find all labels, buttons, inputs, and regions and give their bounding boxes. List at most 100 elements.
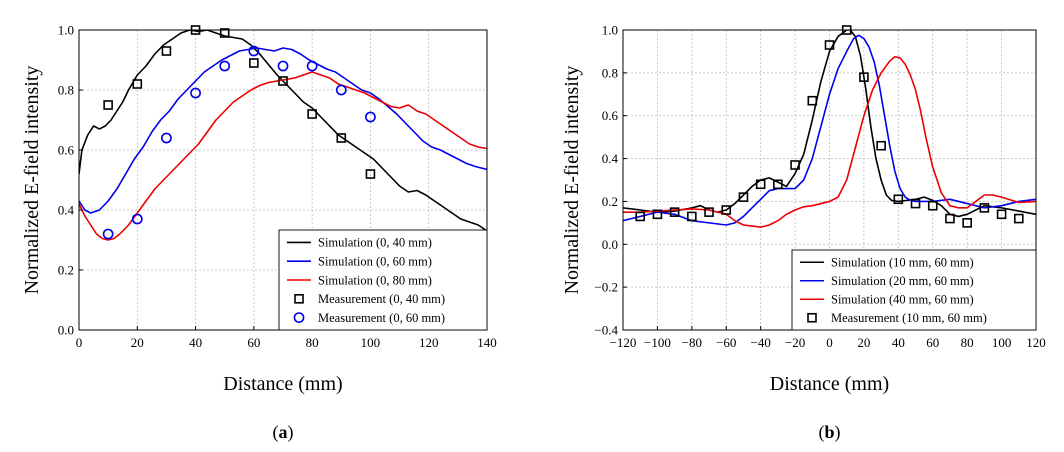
data-point-circle bbox=[277, 60, 289, 72]
x-axis-label: Distance (mm) bbox=[770, 373, 889, 395]
y-tick-label: 1.0 bbox=[602, 23, 618, 38]
legend-entry-label: Simulation (40 mm, 60 mm) bbox=[831, 293, 974, 307]
data-point-square bbox=[945, 213, 955, 224]
data-point-square bbox=[876, 140, 886, 151]
data-point-square bbox=[336, 133, 347, 143]
data-point-square bbox=[103, 100, 113, 110]
y-tick-label: 1.0 bbox=[58, 23, 74, 38]
legend-entry-label: Simulation (0, 80 mm) bbox=[318, 273, 432, 287]
x-tick-label: 120 bbox=[1026, 335, 1046, 350]
x-tick-label: 40 bbox=[189, 335, 202, 350]
panel-caption: (b) bbox=[818, 422, 840, 443]
x-tick-label: 0 bbox=[76, 335, 83, 350]
data-point-square bbox=[790, 160, 800, 170]
legend-entry-label: Simulation (20 mm, 60 mm) bbox=[831, 274, 974, 288]
legend-entry-label: Simulation (0, 60 mm) bbox=[318, 255, 432, 269]
data-point-square bbox=[807, 95, 818, 106]
y-tick-label: 0.8 bbox=[58, 83, 74, 98]
legend-box bbox=[791, 249, 1037, 331]
x-axis-label: Distance (mm) bbox=[223, 373, 342, 395]
data-point-square bbox=[738, 192, 749, 202]
data-point-square bbox=[669, 207, 680, 217]
series-line-2 bbox=[79, 71, 487, 241]
legend-entry-label: Simulation (0, 40 mm) bbox=[318, 236, 432, 250]
x-tick-label: 20 bbox=[131, 335, 144, 350]
y-axis-label: Normalized E-field intensity bbox=[21, 66, 43, 295]
y-tick-label: 0.4 bbox=[602, 151, 619, 166]
data-point-square bbox=[652, 209, 663, 220]
data-point-circle bbox=[335, 84, 347, 96]
y-tick-label: 0.0 bbox=[58, 323, 74, 338]
caption-close-paren: ) bbox=[835, 422, 841, 443]
legend-swatch-square bbox=[294, 293, 304, 304]
x-tick-label: −80 bbox=[682, 335, 702, 350]
y-tick-label: −0.4 bbox=[594, 323, 618, 338]
legend-swatch-square bbox=[807, 312, 817, 323]
data-point-square bbox=[307, 109, 317, 119]
x-tick-label: 20 bbox=[857, 335, 870, 350]
series-line-1 bbox=[623, 34, 1036, 226]
data-point-square bbox=[824, 40, 835, 50]
caption-open-paren: ( bbox=[818, 422, 824, 443]
x-tick-label: 60 bbox=[926, 335, 939, 350]
series-line-2 bbox=[623, 55, 1036, 228]
x-tick-label: −20 bbox=[785, 335, 805, 350]
data-point-square bbox=[161, 46, 172, 56]
y-tick-label: 0.2 bbox=[58, 263, 74, 278]
x-tick-label: 120 bbox=[419, 335, 439, 350]
chart-panel-b: −120 −100 −80 −60 −40 −20 0 20 40 60 80 100 120 −0.4 −… bbox=[561, 23, 1046, 444]
series-line-1 bbox=[79, 47, 487, 214]
data-point-circle bbox=[248, 45, 260, 57]
x-tick-label: −120 bbox=[610, 335, 637, 350]
data-point-circle bbox=[102, 228, 114, 240]
data-point-square bbox=[721, 205, 732, 215]
data-point-square bbox=[132, 79, 143, 89]
caption-letter: a bbox=[279, 422, 288, 442]
data-point-square bbox=[365, 169, 376, 179]
y-tick-label: 0.6 bbox=[58, 143, 75, 158]
data-point-square bbox=[893, 194, 904, 205]
caption-letter: b bbox=[824, 422, 834, 442]
x-tick-label: −60 bbox=[716, 335, 736, 350]
caption-open-paren: ( bbox=[273, 422, 279, 443]
data-point-square bbox=[927, 200, 938, 211]
legend-box bbox=[278, 229, 488, 331]
caption-close-paren: ) bbox=[288, 422, 294, 443]
x-tick-label: 0 bbox=[826, 335, 833, 350]
data-point-circle bbox=[161, 132, 172, 144]
data-point-square bbox=[219, 28, 230, 38]
x-tick-label: 140 bbox=[477, 335, 497, 350]
legend-entry-label: Measurement (0, 60 mm) bbox=[318, 311, 445, 325]
legend: Simulation (10 mm, 60 mm) Simulation (20 … bbox=[791, 249, 1037, 331]
legend: Simulation (0, 40 mm) Simulation (0, 60 m… bbox=[278, 229, 488, 331]
data-point-square bbox=[910, 198, 921, 209]
series-line-0 bbox=[79, 30, 487, 232]
legend-entry-label: Simulation (10 mm, 60 mm) bbox=[831, 256, 974, 270]
y-tick-label: 0.8 bbox=[602, 65, 618, 80]
x-tick-label: 100 bbox=[361, 335, 381, 350]
y-tick-label: 0.0 bbox=[602, 237, 618, 252]
data-point-square bbox=[635, 211, 646, 222]
x-tick-label: 60 bbox=[247, 335, 260, 350]
x-tick-label: 80 bbox=[306, 335, 319, 350]
data-point-square bbox=[979, 203, 990, 213]
data-point-circle bbox=[190, 87, 201, 99]
chart-panel-a: 0 20 40 60 80 100 120 140 0.0 0.2 0.4 0.6 0.8 1.0 Dist… bbox=[21, 23, 497, 444]
data-point-circle bbox=[131, 213, 143, 225]
data-point-square bbox=[996, 209, 1007, 220]
data-point-square bbox=[962, 218, 972, 228]
y-tick-label: 0.4 bbox=[58, 203, 75, 218]
legend-entry-label: Measurement (0, 40 mm) bbox=[318, 292, 445, 306]
y-tick-label: 0.6 bbox=[602, 108, 619, 123]
panel-caption: (a) bbox=[273, 422, 294, 443]
data-point-circle bbox=[306, 60, 318, 72]
data-point-square bbox=[859, 72, 869, 82]
y-tick-label: −0.2 bbox=[594, 280, 618, 295]
data-point-circle bbox=[219, 60, 231, 72]
x-tick-label: −100 bbox=[644, 335, 671, 350]
legend-entry-label: Measurement (10 mm, 60 mm) bbox=[831, 311, 987, 325]
data-point-square bbox=[249, 58, 259, 68]
data-point-square bbox=[687, 211, 697, 222]
legend-swatch-circle bbox=[293, 312, 305, 323]
